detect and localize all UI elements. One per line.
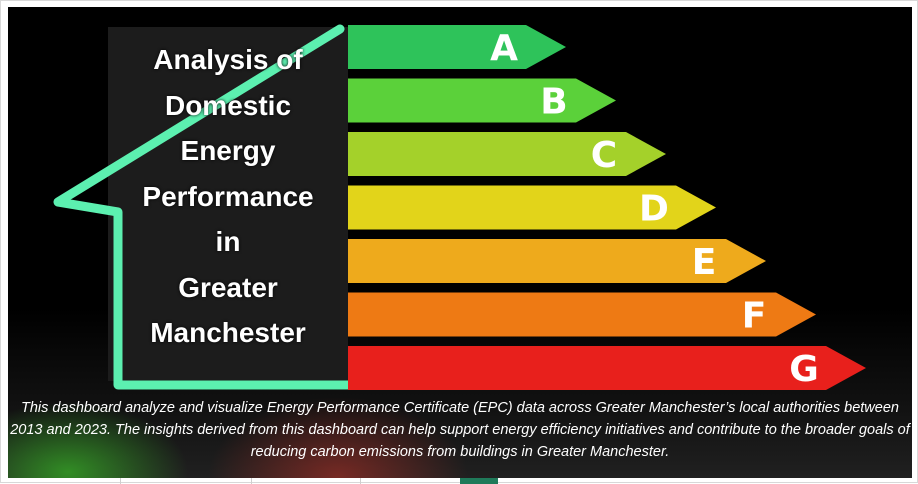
rating-label-d: D: [639, 189, 669, 230]
rating-label-a: A: [490, 28, 518, 69]
rating-bar-f: [348, 292, 816, 337]
title-line: Performance: [142, 180, 314, 212]
rating-bar-a: [348, 25, 566, 69]
title-panel: [108, 27, 348, 381]
rating-bar-c: [348, 132, 666, 176]
active-page-tab[interactable]: [460, 478, 498, 484]
rating-bar-e: [348, 239, 766, 283]
rating-label-b: B: [540, 82, 567, 123]
page-title: Analysis of Domestic Energy Performance …: [108, 37, 348, 356]
title-line: Domestic: [164, 89, 292, 121]
rating-label-c: C: [591, 135, 617, 176]
title-line: in: [215, 226, 241, 257]
rating-label-f: F: [742, 296, 767, 337]
tab-divider: [360, 478, 361, 484]
dashboard-description: This dashboard analyze and visualize Ene…: [10, 400, 910, 460]
tab-divider: [251, 478, 252, 484]
rating-bar-d: [348, 185, 716, 230]
house-outline: [53, 24, 353, 390]
tab-divider: [120, 478, 121, 484]
title-line: Manchester: [150, 317, 306, 348]
title-line: Analysis of: [153, 44, 303, 75]
page-tab-strip: [8, 478, 912, 484]
rating-label-e: E: [692, 242, 717, 283]
rating-bar-g: [348, 346, 866, 390]
title-line: Greater: [178, 271, 278, 303]
rating-label-g: G: [789, 349, 819, 390]
rating-bar-b: [348, 78, 616, 123]
title-line: Energy: [180, 135, 276, 166]
